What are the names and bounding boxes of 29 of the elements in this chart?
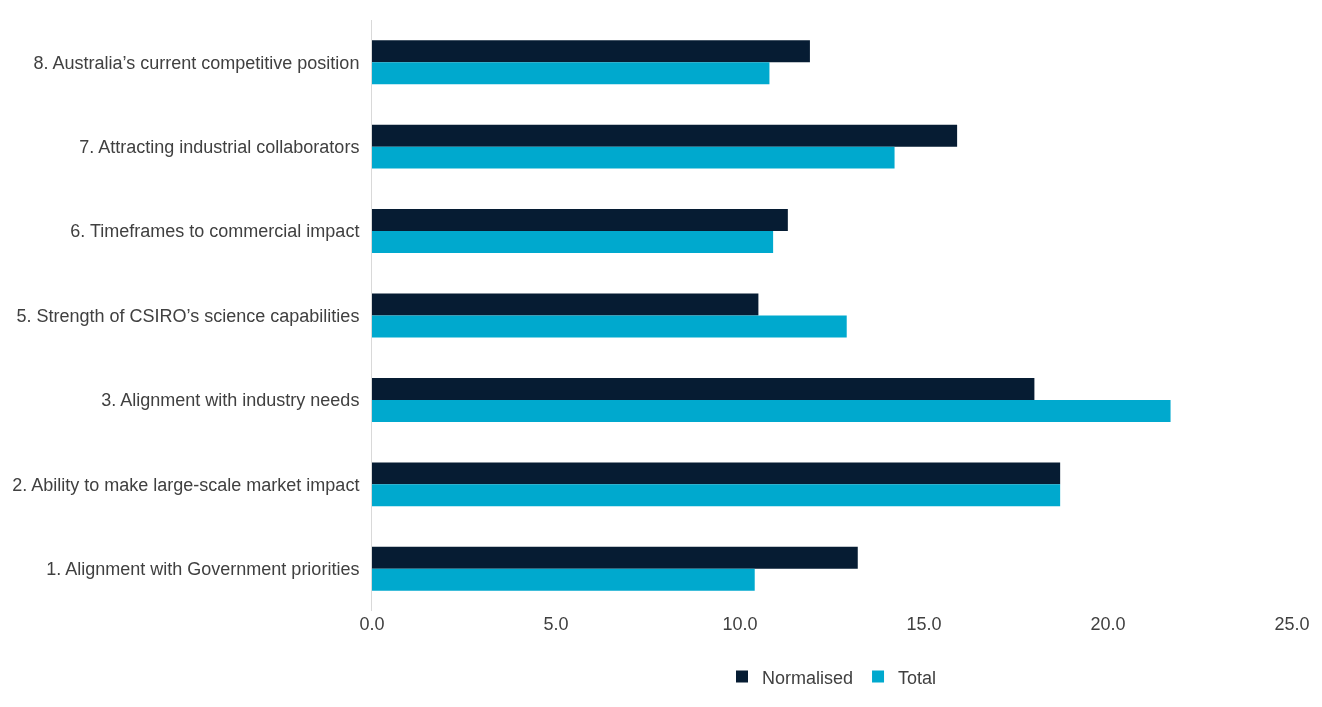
- x-tick-label: 20.0: [1090, 614, 1126, 634]
- y-tick-label: 2. Ability to make large-scale market impact: [12, 474, 360, 495]
- bar: [372, 568, 755, 591]
- bar: [372, 377, 1035, 400]
- x-tick-label: 15.0: [906, 614, 942, 634]
- bar: [372, 40, 810, 63]
- y-tick-label: 3. Alignment with industry needs: [101, 390, 360, 411]
- bar: [372, 62, 770, 85]
- y-tick-label: 8. Australia’s current competitive position: [33, 52, 360, 73]
- legend-label: Normalised: [762, 667, 854, 688]
- bar: [372, 546, 858, 569]
- legend-label: Total: [898, 667, 937, 688]
- bar: [372, 462, 1061, 485]
- bar: [372, 293, 759, 316]
- y-tick-label: 7. Attracting industrial collaborators: [79, 136, 360, 157]
- x-tick-label: 5.0: [543, 614, 569, 634]
- y-tick-label: 5. Strength of CSIRO’s science capabilities: [16, 305, 360, 326]
- x-tick-label: 10.0: [722, 614, 758, 634]
- y-tick-label: 6. Timeframes to commercial impact: [70, 221, 360, 242]
- x-tick-label: 0.0: [359, 614, 385, 634]
- bar: [372, 315, 847, 338]
- bar: [372, 484, 1061, 507]
- bar: [372, 209, 788, 232]
- bar: [372, 124, 958, 147]
- bar: [372, 399, 1171, 422]
- bar: [372, 231, 774, 254]
- y-tick-label: 1. Alignment with Government priorities: [46, 559, 360, 580]
- bar: [372, 146, 895, 169]
- x-tick-label: 25.0: [1274, 614, 1310, 634]
